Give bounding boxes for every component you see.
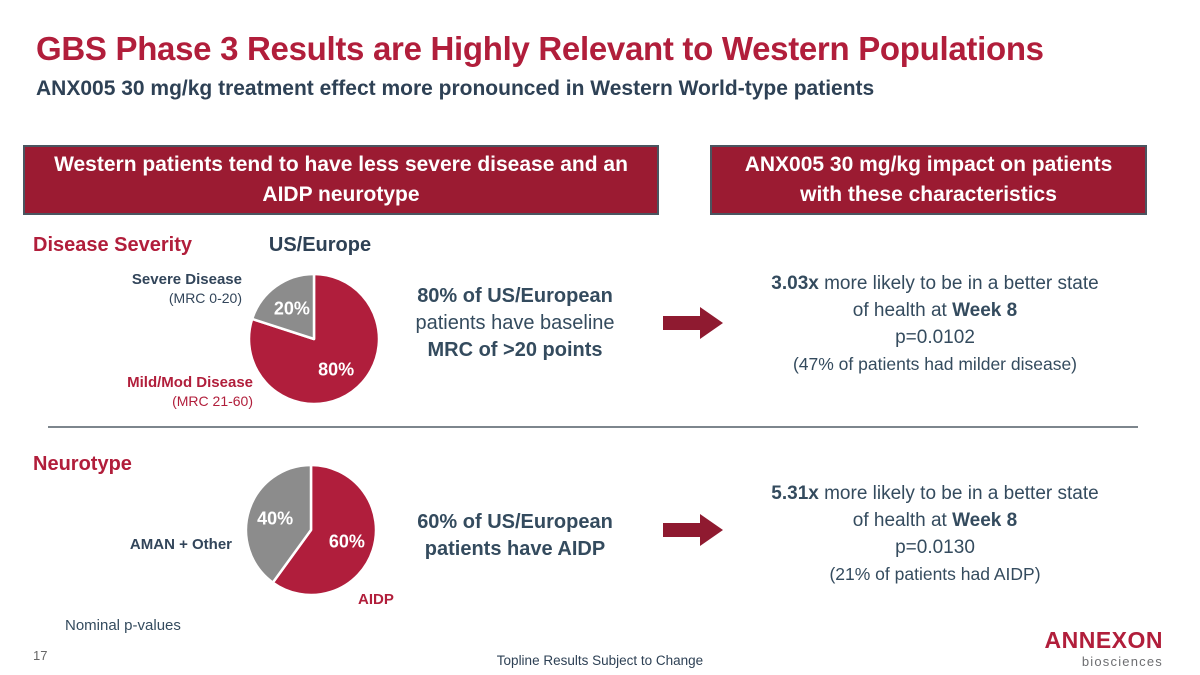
middle-text-neurotype-line1: 60% of US/European [417,511,613,533]
page-title: GBS Phase 3 Results are Highly Relevant … [36,30,1044,67]
result-neurotype-week: Week 8 [952,510,1018,531]
result-severity-line1-rest: more likely to be in a better state [818,273,1099,294]
logo-tagline: biosciences [1081,654,1163,669]
result-neurotype-line2: of health at Week 8 [737,507,1133,534]
middle-text-neurotype-line2: patients have AIDP [424,538,606,560]
company-logo: ANNEXON biosciences [1044,627,1163,669]
result-neurotype-line1: 5.31x more likely to be in a better stat… [737,480,1133,507]
pie-chart-neurotype: 60% 40% [244,463,378,597]
result-severity-line2-pre: of health at [852,300,953,321]
result-severity-line2: of health at Week 8 [737,297,1133,324]
right-arrow-icon [663,307,723,339]
right-arrow-icon [663,514,723,546]
result-severity-mult: 3.03x [771,273,819,294]
section-label-neurotype: Neurotype [33,453,132,475]
pie-slice-label: 40% [257,508,293,528]
result-neurotype-note: (21% of patients had AIDP) [829,564,1041,584]
pie-slice [250,272,316,341]
result-text-neurotype: 5.31x more likely to be in a better stat… [737,480,1133,588]
section-label-disease-severity: Disease Severity [33,234,193,256]
result-neurotype-line1-rest: more likely to be in a better state [818,483,1099,504]
header-box-characteristics: Western patients tend to have less sever… [23,145,659,215]
callout-severe-disease-line1: Severe Disease [131,271,242,288]
middle-text-severity: 80% of US/European patients have baselin… [395,283,635,364]
result-severity-note: (47% of patients had milder disease) [792,354,1078,374]
pie-slice-label: 20% [274,299,310,319]
result-severity-pvalue: p=0.0102 [895,327,975,348]
result-neurotype-pvalue: p=0.0130 [895,537,975,558]
result-severity-week: Week 8 [952,300,1018,321]
footnote-nominal-pvalues: Nominal p-values [65,617,181,634]
pie-slice [247,272,381,406]
section-divider [48,426,1138,428]
pie-chart-disease-severity: 80% 20% [247,272,381,406]
pie-title-us-europe: US/Europe [268,234,372,256]
callout-aidp: AIDP [358,591,394,608]
pie-slice [244,463,313,584]
pie-slice-label: 60% [329,532,365,552]
callout-severe-disease: Severe Disease (MRC 0-20) [52,271,242,307]
result-text-severity: 3.03x more likely to be in a better stat… [737,270,1133,378]
pie-slice-label: 80% [318,359,354,379]
pie-slice [271,463,378,597]
header-box-impact-label: ANX005 30 mg/kg impact on patients with … [744,152,1113,206]
middle-text-severity-line2: patients have baseline [415,312,615,334]
header-box-characteristics-label: Western patients tend to have less sever… [54,152,628,206]
header-box-impact: ANX005 30 mg/kg impact on patients with … [710,145,1147,215]
middle-text-neurotype: 60% of US/European patients have AIDP [395,509,635,563]
callout-mild-disease-line2: (MRC 21-60) [172,392,253,409]
middle-text-severity-line1: 80% of US/European [417,285,613,307]
callout-severe-disease-line2: (MRC 0-20) [168,289,242,306]
result-neurotype-line2-pre: of health at [852,510,953,531]
callout-mild-disease-line1: Mild/Mod Disease [127,374,253,391]
callout-aman-other: AMAN + Other [129,536,232,553]
result-neurotype-mult: 5.31x [771,483,819,504]
footer-disclaimer: Topline Results Subject to Change [496,653,704,668]
page-number: 17 [33,648,48,663]
callout-mild-disease: Mild/Mod Disease (MRC 21-60) [52,374,253,410]
middle-text-severity-line3: MRC of >20 points [427,339,603,361]
result-severity-line1: 3.03x more likely to be in a better stat… [737,270,1133,297]
page-subtitle: ANX005 30 mg/kg treatment effect more pr… [36,77,875,100]
logo-name: ANNEXON [1044,627,1163,653]
